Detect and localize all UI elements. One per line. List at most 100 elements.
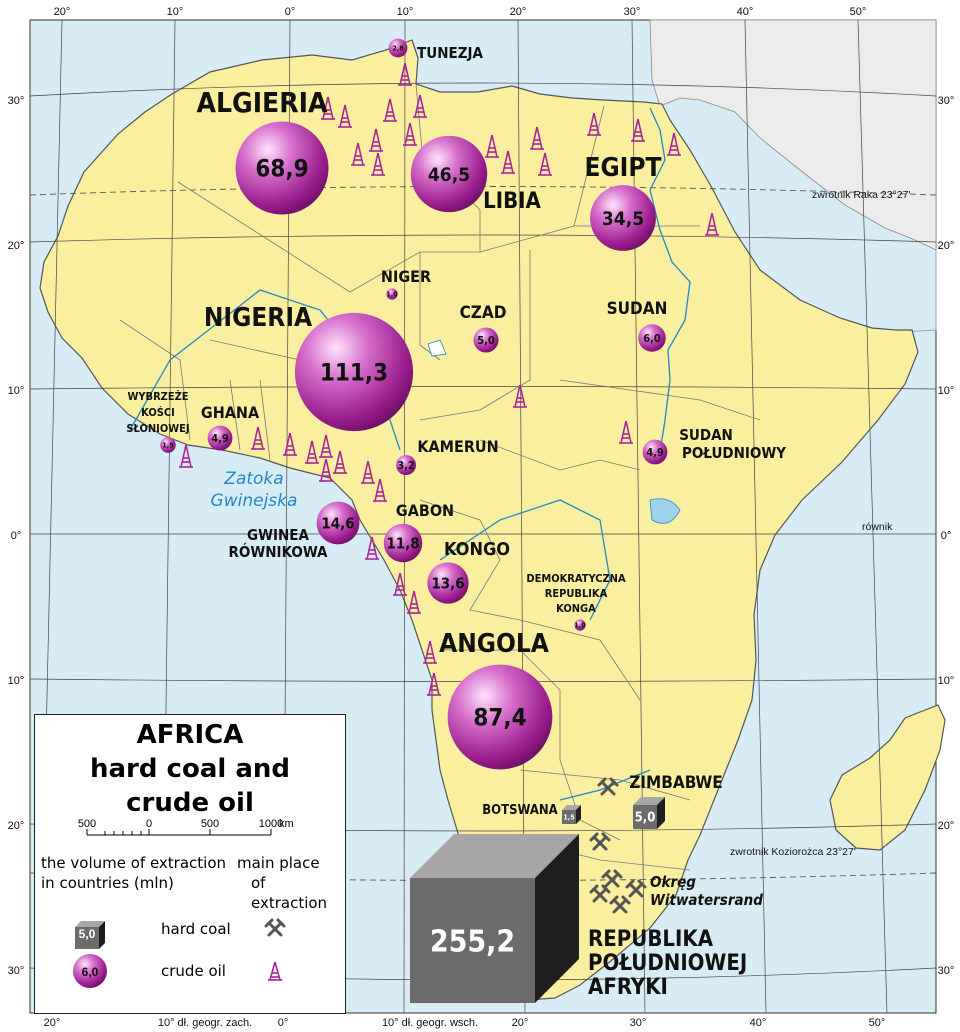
longitude-label-top: 30° — [624, 6, 641, 18]
oil-value: 5,0 — [477, 334, 495, 347]
coal-cube — [410, 834, 579, 1003]
oil-ball — [590, 185, 656, 251]
oil-value: 68,9 — [255, 155, 308, 183]
scale-tick-label: 500 — [201, 818, 219, 830]
oil-rig-icon — [268, 961, 282, 981]
oil-ball — [316, 501, 360, 545]
oil-ball — [395, 454, 417, 476]
oil-rig-icon — [333, 450, 347, 474]
oil-ball — [207, 425, 233, 451]
oil-rig-icon — [705, 212, 719, 236]
longitude-label-top: 10° — [167, 6, 184, 18]
lake-victoria — [649, 498, 681, 524]
oil-rig-icon — [398, 62, 412, 86]
scale-tick-label: 1000 — [259, 818, 283, 830]
latitude-label-left: 30° — [8, 965, 25, 977]
hammer-icon — [597, 777, 619, 796]
latitude-label-right: 30° — [938, 95, 955, 107]
longitude-label-bottom: 0° — [278, 1017, 289, 1029]
legend-oil-ball — [73, 954, 107, 988]
country-name: GABON — [396, 501, 454, 520]
country-name-part: SUDAN — [679, 426, 733, 444]
oil-rig-icon — [427, 672, 441, 696]
oil-value: 1,0 — [574, 622, 586, 630]
madagascar — [829, 704, 946, 851]
oil-production-symbols: 68,9 46,5 34,5 2,8 111,3 1,0 5,0 6,0 4,9 4,9 1,9 3,… — [160, 38, 668, 770]
oil-value: 34,5 — [602, 208, 644, 230]
country-name: NIGER — [381, 267, 431, 286]
legend-volume-line-1: the volume of extraction — [41, 854, 227, 872]
coal-production-symbols: 255,2 5,0 1,5 — [410, 797, 665, 1003]
country-name-part: KONGA — [556, 602, 596, 615]
country-name-part: POŁUDNIOWY — [682, 444, 786, 462]
oil-value: 1,9 — [162, 442, 173, 450]
oil-rig-icon — [179, 444, 193, 468]
oil-value: 14,6 — [321, 514, 354, 532]
hammer-icon — [609, 895, 631, 914]
coal-value: 1,5 — [563, 814, 574, 822]
legend-graphics: 500 0 500 1000 km 5,0 6,0 — [73, 818, 294, 988]
scale-tick-label: 0 — [146, 818, 152, 830]
country-name: BOTSWANA — [482, 803, 557, 818]
country-name-part: RÓWNIKOWA — [229, 542, 329, 561]
legend-title-line-2: hard coal and — [90, 754, 290, 784]
coal-mine-icons — [589, 777, 647, 914]
longitude-label-bottom: 10° dł. geogr. wsch. — [382, 1017, 478, 1029]
scale-unit: km — [279, 818, 294, 830]
latitude-label-left: 30° — [8, 95, 25, 107]
hammer-icon — [601, 869, 623, 888]
oil-rig-icon — [485, 134, 499, 158]
oil-value: 111,3 — [320, 359, 388, 387]
legend-place-line-2: of extraction — [251, 874, 328, 912]
oil-rig-icon — [361, 460, 375, 484]
latitude-label-left: 20° — [8, 820, 25, 832]
country-name: GHANA — [201, 403, 260, 422]
country-labels: ALGIERIA LIBIA EGIPT TUNEZJA NIGERIA NIGER CZA… — [126, 44, 786, 1000]
country-name-part: GWINEA — [247, 526, 309, 544]
oil-rig-icon — [338, 104, 352, 128]
country-name-part: AFRYKI — [588, 975, 668, 1000]
latitude-label-left: 10° — [8, 675, 25, 687]
latitude-label-left: 10° — [8, 385, 25, 397]
oil-rig-icon — [513, 384, 527, 408]
sea-label-line-1: Zatoka — [223, 469, 283, 489]
longitude-label-top: 20° — [510, 6, 527, 18]
legend-place-line-1: main place — [237, 854, 320, 872]
longitude-label-bottom: 40° — [750, 1017, 767, 1029]
oil-ball — [447, 664, 553, 770]
oil-ball — [410, 135, 488, 213]
longitude-label-top: 0° — [285, 6, 296, 18]
line-labels: zwrotnik Raka 23°27' równik zwrotnik Kozio… — [211, 189, 911, 858]
country-name: ANGOLA — [439, 629, 549, 659]
oil-rig-icon — [619, 420, 633, 444]
legend-coal-text: hard coal — [161, 920, 231, 938]
hammer-icon — [264, 918, 286, 937]
country-name-part: SŁONIOWEJ — [126, 422, 189, 435]
oil-rig-icon — [371, 152, 385, 176]
oil-rig-icon — [251, 426, 265, 450]
country-name: KONGO — [444, 539, 510, 560]
legend-title-line-3: crude oil — [126, 788, 254, 818]
country-name-part: POŁUDNIOWEJ — [588, 951, 747, 976]
graticule — [29, 19, 937, 1014]
latitude-label-left: 20° — [8, 240, 25, 252]
longitude-label-bottom: 20° — [44, 1017, 61, 1029]
latitude-label-right: 20° — [938, 820, 955, 832]
coal-value: 5,0 — [635, 811, 656, 826]
country-name-part: REPUBLIKA — [588, 927, 714, 952]
tropic-capricorn-label: zwrotnik Koziorożca 23°27' — [730, 846, 856, 858]
oil-rig-icon — [530, 126, 544, 150]
legend-coal-sample: 5,0 — [79, 927, 96, 941]
oil-rig-icon — [383, 98, 397, 122]
oil-rig-icon — [423, 640, 437, 664]
oil-value: 3,2 — [397, 459, 415, 472]
oil-value: 2,8 — [392, 45, 403, 53]
oil-ball — [160, 437, 176, 453]
latitude-label-right: 10° — [938, 385, 955, 397]
oil-ball — [235, 121, 329, 215]
country-name: SUDAN — [607, 299, 668, 319]
oil-rig-icon — [407, 590, 421, 614]
oil-ball — [473, 327, 499, 353]
lake-chad — [427, 339, 447, 357]
